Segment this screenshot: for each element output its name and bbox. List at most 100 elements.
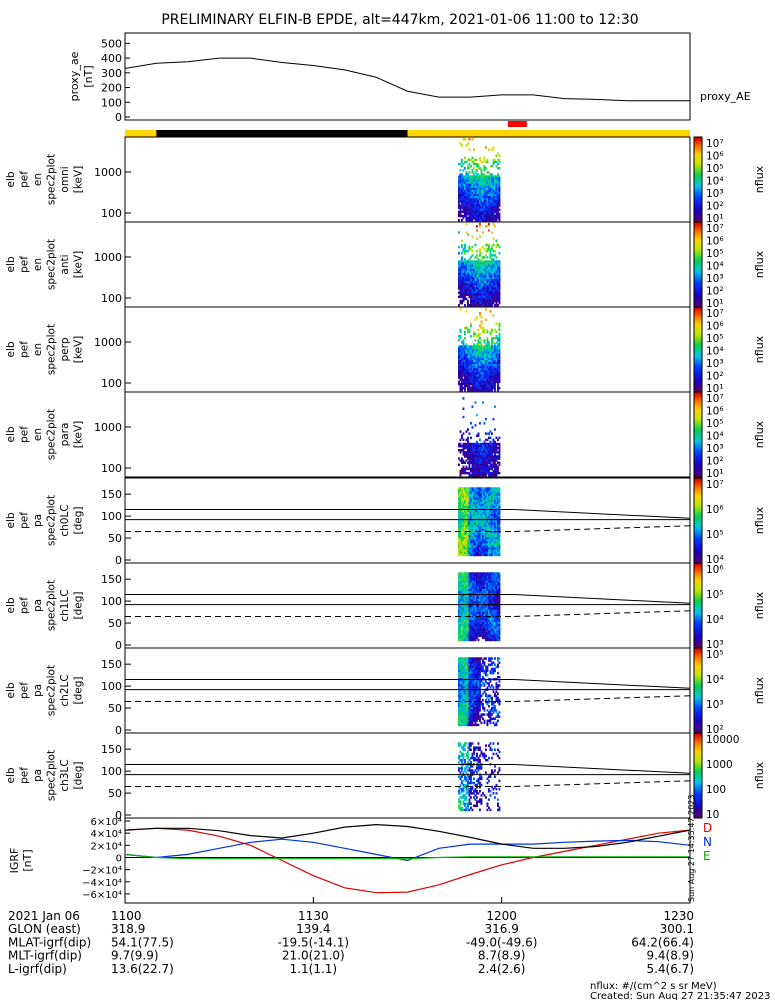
heatmap-cell [465, 617, 468, 621]
heatmap-cell [464, 537, 466, 540]
heatmap-cell [468, 675, 471, 679]
heatmap-cell [477, 343, 480, 346]
colorbar-cell [694, 251, 702, 255]
heatmap-cell [465, 580, 468, 584]
heatmap-cell [468, 185, 471, 189]
heatmap-cell [497, 607, 499, 611]
heatmap-cell [471, 185, 474, 189]
heatmap-cell [474, 543, 477, 546]
heatmap-cell [462, 459, 465, 462]
heatmap-cell [458, 368, 460, 371]
heatmap-cell [468, 181, 471, 185]
heatmap-cell [461, 495, 463, 499]
heatmap-cell [485, 254, 487, 257]
heatmap-cell [468, 601, 471, 604]
heatmap-cell [467, 667, 469, 671]
heatmap-cell [461, 659, 463, 662]
heatmap-cell [480, 272, 483, 276]
heatmap-cell [497, 522, 499, 526]
heatmap-cell [462, 260, 465, 263]
heatmap-cell [467, 526, 469, 530]
heatmap-cell [483, 330, 486, 334]
heatmap-cell [467, 210, 469, 214]
heatmap-cell [491, 382, 493, 386]
heatmap-cell [473, 361, 475, 365]
heatmap-cell [471, 364, 474, 367]
heatmap-cell [483, 276, 486, 280]
heatmap-cell [467, 659, 469, 662]
heatmap-cell [467, 543, 469, 546]
heatmap-cell [468, 347, 471, 350]
heatmap-cell [483, 634, 486, 638]
heatmap-cell [459, 659, 462, 662]
heatmap-cell [485, 297, 487, 301]
heatmap-cell [476, 366, 478, 369]
heatmap-cell [491, 202, 493, 205]
heatmap-cell [462, 551, 465, 555]
heatmap-cell [471, 574, 474, 577]
heatmap-cell [471, 297, 474, 301]
heatmap-cell [468, 574, 471, 577]
heatmap-cell [483, 530, 486, 534]
heatmap-cell [482, 510, 484, 513]
heatmap-cell [492, 497, 495, 501]
heatmap-cell [471, 489, 474, 492]
heatmap-cell [461, 617, 463, 621]
heatmap-cell [461, 359, 463, 363]
heatmap-cell [485, 607, 487, 611]
heatmap-cell [467, 702, 469, 706]
heatmap-cell [458, 276, 460, 280]
heatmap-cell [486, 274, 489, 278]
colorbar-cell [694, 228, 702, 232]
colorbar-cell [694, 175, 702, 178]
heatmap-cell [498, 245, 501, 249]
heatmap-cell [480, 532, 483, 536]
heatmap-cell [464, 622, 466, 625]
heatmap-cell [473, 198, 475, 201]
heatmap-cell [486, 449, 489, 452]
heatmap-cell [462, 707, 465, 710]
heatmap-cell [480, 501, 483, 505]
colorbar-tick: 10⁶ [706, 406, 724, 418]
heatmap-cell [459, 489, 462, 492]
heatmap-cell [479, 444, 481, 448]
heatmap-cell [494, 522, 496, 526]
heatmap-cell [480, 322, 483, 325]
heatmap-cell [464, 355, 466, 359]
heatmap-cell [482, 376, 484, 379]
heatmap-cell [498, 355, 501, 359]
heatmap-cell [492, 417, 495, 421]
heatmap-cell [461, 698, 463, 702]
heatmap-cell [467, 212, 469, 216]
heatmap-cell [471, 138, 474, 141]
heatmap-cell [494, 634, 496, 638]
heatmap-cell [482, 446, 484, 450]
heatmap-cell [489, 164, 492, 168]
heatmap-cell [489, 330, 492, 334]
heatmap-cell [468, 617, 471, 621]
heatmap-cell [488, 436, 490, 440]
heatmap-cell [465, 349, 468, 352]
heatmap-cell [464, 364, 466, 367]
heatmap-cell [461, 717, 463, 720]
heatmap-cell [470, 572, 472, 575]
colorbar-cell [694, 239, 702, 242]
heatmap-cell [461, 160, 463, 164]
heatmap-cell [467, 512, 469, 515]
heatmap-cell [464, 493, 466, 496]
colorbar-cell [694, 224, 702, 227]
colorbar-cell [694, 377, 702, 380]
heatmap-cell [477, 378, 480, 382]
colorbar-cell [694, 514, 702, 517]
heatmap-cell [489, 281, 492, 284]
heatmap-cell [476, 372, 478, 375]
colorbar-cell [694, 247, 702, 251]
ytick-label: 100 [101, 595, 122, 608]
heatmap-cell [467, 299, 469, 303]
colorbar-cell [694, 149, 702, 153]
heatmap-cell [458, 274, 460, 278]
heatmap-cell [467, 493, 469, 496]
heatmap-cell [476, 590, 478, 594]
heatmap-cell [489, 252, 492, 255]
heatmap-cell [462, 578, 465, 581]
